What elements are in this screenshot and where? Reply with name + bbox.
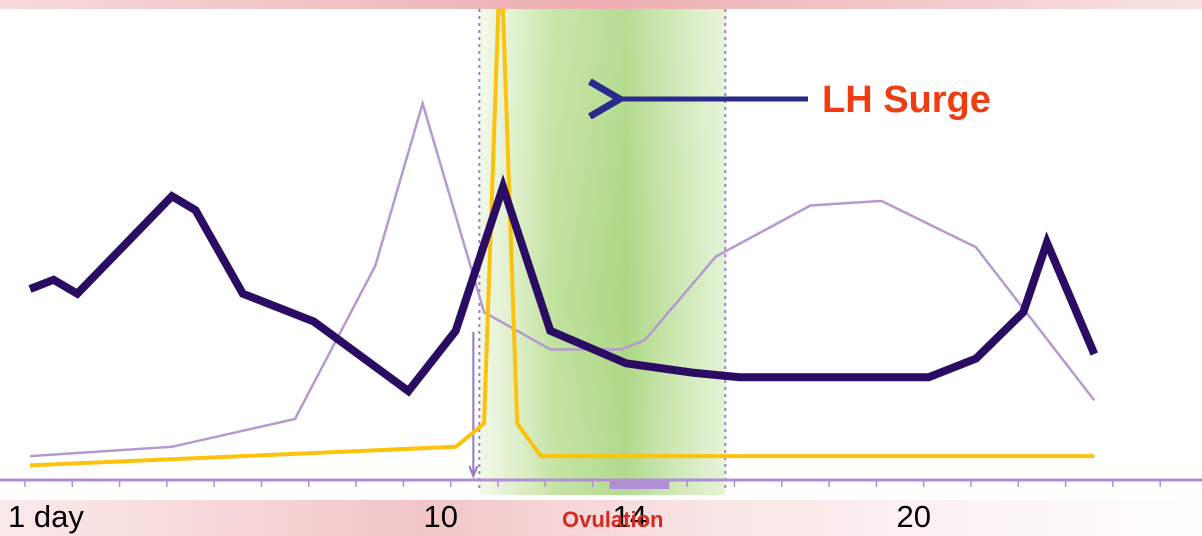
- x-tick-label: 20: [896, 499, 930, 534]
- tick-labels: 1 day 10 14 20 Ovulation: [8, 499, 931, 534]
- x-tick-label: 14: [613, 499, 647, 534]
- series-lines: [28, 8, 1098, 468]
- x-axis: [0, 478, 1202, 489]
- x-tick-label: 10: [423, 499, 457, 534]
- top-band: [0, 0, 1202, 9]
- fertile-window: [468, 9, 727, 495]
- series-line-1: [28, 174, 1098, 397]
- ovulation-label: Ovulation: [562, 507, 663, 532]
- annotation-label: LH Surge: [822, 79, 991, 121]
- series-line-3: [29, 8, 1095, 468]
- axis-highlight: [609, 481, 670, 489]
- bottom-band: [0, 500, 1202, 536]
- x-tick-label: 1 day: [8, 499, 84, 534]
- annotations: LH Surge: [615, 79, 991, 121]
- window-marker-arrow: [468, 465, 479, 479]
